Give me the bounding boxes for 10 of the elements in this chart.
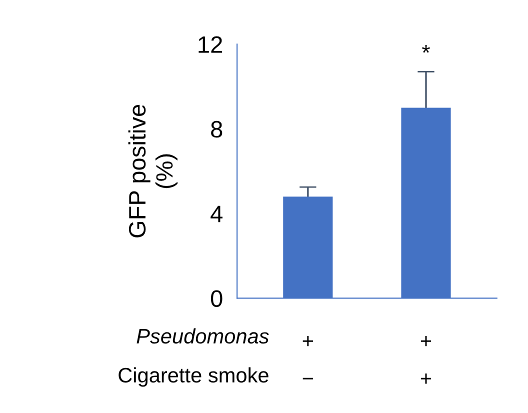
category-label: + − <box>302 336 313 380</box>
annotation: * <box>422 45 430 53</box>
text: Pseudomonas <box>136 328 269 344</box>
y-tick-label: 12 <box>198 36 222 53</box>
y-tick-label: 8 <box>211 120 222 138</box>
category-label: + + <box>420 336 432 384</box>
text: Cigarette smoke <box>118 367 268 387</box>
y-tick-label: 0 <box>210 290 222 307</box>
y-axis-title: GFP positive (%) <box>128 104 178 238</box>
y-tick-label: 4 <box>210 206 222 222</box>
